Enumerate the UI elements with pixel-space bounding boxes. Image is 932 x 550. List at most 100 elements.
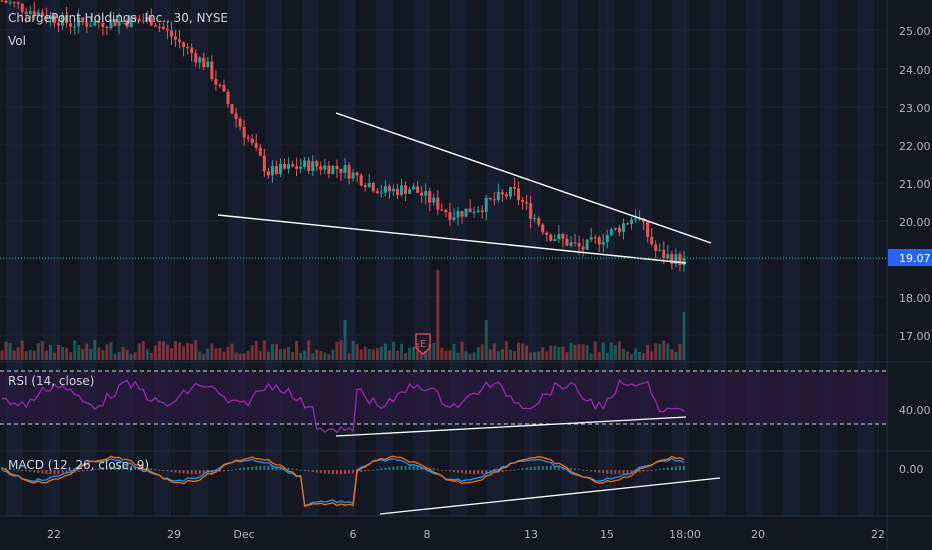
candle-body (73, 26, 77, 28)
macd-histogram-bar (77, 470, 80, 473)
candle-body (40, 12, 44, 17)
volume-bar (323, 352, 327, 360)
macd-histogram-bar (368, 470, 371, 471)
time-tick: 29 (167, 528, 181, 541)
volume-bar (242, 353, 246, 360)
volume-bar (674, 351, 678, 360)
macd-histogram-bar (517, 468, 520, 470)
volume-bar (36, 343, 40, 360)
volume-bar (190, 343, 194, 360)
candle-body (36, 12, 40, 16)
candle-body (577, 243, 581, 247)
candle-body (654, 244, 658, 251)
volume-bar (391, 341, 395, 360)
candle-body (662, 249, 666, 259)
rsi-line (1, 378, 685, 434)
volume-bar (484, 320, 488, 360)
candle-body (525, 201, 529, 204)
time-tick: Dec (233, 528, 254, 541)
time-axis[interactable]: 22 29 Dec 6 8 13 15 18:00 20 22 (47, 528, 885, 541)
symbol-title[interactable]: ChargePoint Holdings, Inc., 30, NYSE (8, 11, 229, 25)
macd-histogram-bar (658, 468, 661, 470)
volume-bar (432, 342, 436, 360)
macd-histogram-bar (25, 470, 28, 472)
macd-histogram-bar (331, 470, 334, 475)
rsi-trendline[interactable] (335, 416, 687, 437)
volume-bar (412, 347, 416, 360)
candle-body (133, 16, 137, 19)
candle-body (408, 189, 412, 194)
time-tick: 18:00 (669, 528, 701, 541)
macd-histogram-bar (105, 467, 108, 470)
macd-label[interactable]: MACD (12, 26, close, 9) (8, 458, 150, 472)
volume-bar (504, 341, 508, 360)
volume-bar (52, 352, 56, 360)
time-tick: 15 (600, 528, 614, 541)
macd-histogram-bar (335, 470, 338, 475)
candle-body (311, 161, 315, 171)
volume-bar (250, 345, 254, 360)
macd-histogram-bar (194, 470, 197, 475)
candle-body (186, 47, 190, 49)
candle-body (508, 186, 512, 197)
volume-bar (573, 344, 577, 360)
macd-histogram-bar (670, 466, 673, 470)
macd-histogram-bar (49, 470, 52, 475)
macd-histogram-bar (537, 466, 540, 470)
candle-body (303, 160, 307, 168)
candle-body (190, 47, 194, 53)
candle-body (170, 30, 173, 37)
candle-body (456, 211, 460, 218)
candle-body (504, 194, 508, 197)
candle-body (299, 167, 303, 169)
volume-label[interactable]: Vol (8, 34, 26, 48)
macd-histogram-bar (243, 467, 246, 470)
volume-bar (517, 342, 521, 360)
volume-bar (597, 352, 601, 360)
candle-body (202, 57, 206, 68)
volume-bar (81, 348, 85, 360)
macd-histogram-bar (416, 466, 419, 470)
candle-body (565, 238, 569, 246)
earnings-marker[interactable]: E (415, 333, 431, 355)
candle-body (472, 212, 476, 214)
volume-bar (617, 341, 621, 360)
macd-histogram-bar (53, 470, 56, 475)
volume-bar (359, 349, 363, 360)
candle-body (48, 15, 52, 20)
candle-body (28, 11, 32, 14)
macd-histogram-bar (21, 470, 24, 471)
macd-histogram-bar (5, 467, 8, 470)
volume-bar (299, 352, 303, 360)
trendlines[interactable] (217, 112, 712, 264)
volume-bar (77, 345, 81, 360)
candle-body (597, 237, 601, 245)
macd-trendline[interactable] (379, 477, 721, 515)
volume-bar (210, 343, 214, 360)
volume-bar (408, 347, 412, 360)
volume-bar (355, 344, 359, 360)
macd-histogram-bar (13, 468, 16, 470)
volume-bar (32, 350, 36, 360)
volume-bar (383, 343, 387, 360)
candle-body (545, 232, 549, 235)
candle-body (416, 186, 420, 193)
price-tick: 25.00 (899, 25, 931, 38)
macd-histogram-bar (650, 470, 653, 471)
volume-bar (282, 348, 286, 360)
macd-histogram-bar (222, 470, 225, 472)
volume-bar (303, 350, 307, 360)
volume-bar (315, 349, 319, 360)
macd-histogram-bar (602, 470, 605, 474)
volume-bar (625, 351, 629, 360)
macd-histogram-bar (130, 465, 133, 470)
volume-bar (198, 351, 202, 360)
candle-body (218, 84, 222, 86)
grid (0, 0, 887, 516)
volume-bar (238, 353, 242, 360)
rsi-label[interactable]: RSI (14, close) (8, 374, 95, 388)
earnings-label: E (420, 339, 426, 350)
time-tick: 6 (350, 528, 357, 541)
price-axis[interactable]: 25.00 24.00 23.00 22.00 21.00 20.00 18.0… (899, 25, 931, 343)
